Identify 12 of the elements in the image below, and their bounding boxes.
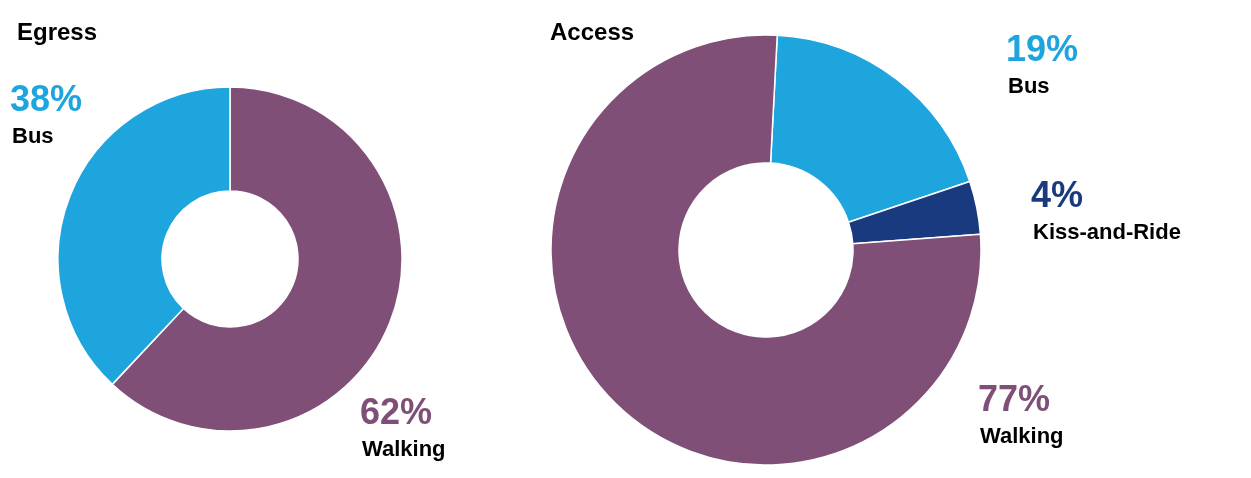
slice-label: Walking [980,422,1064,448]
data-label: 77% [978,377,1051,419]
slice-label: Walking [362,435,446,461]
data-label: 19% [1006,27,1079,69]
data-label: 4% [1031,173,1084,215]
chart-title: Access [550,17,635,45]
slice-label: Bus [12,122,54,148]
data-label: 38% [10,77,83,119]
slice-label: Kiss-and-Ride [1033,218,1181,244]
slice-label: Bus [1008,72,1050,98]
data-label: 62% [360,390,433,432]
chart-title: Egress [17,17,98,45]
